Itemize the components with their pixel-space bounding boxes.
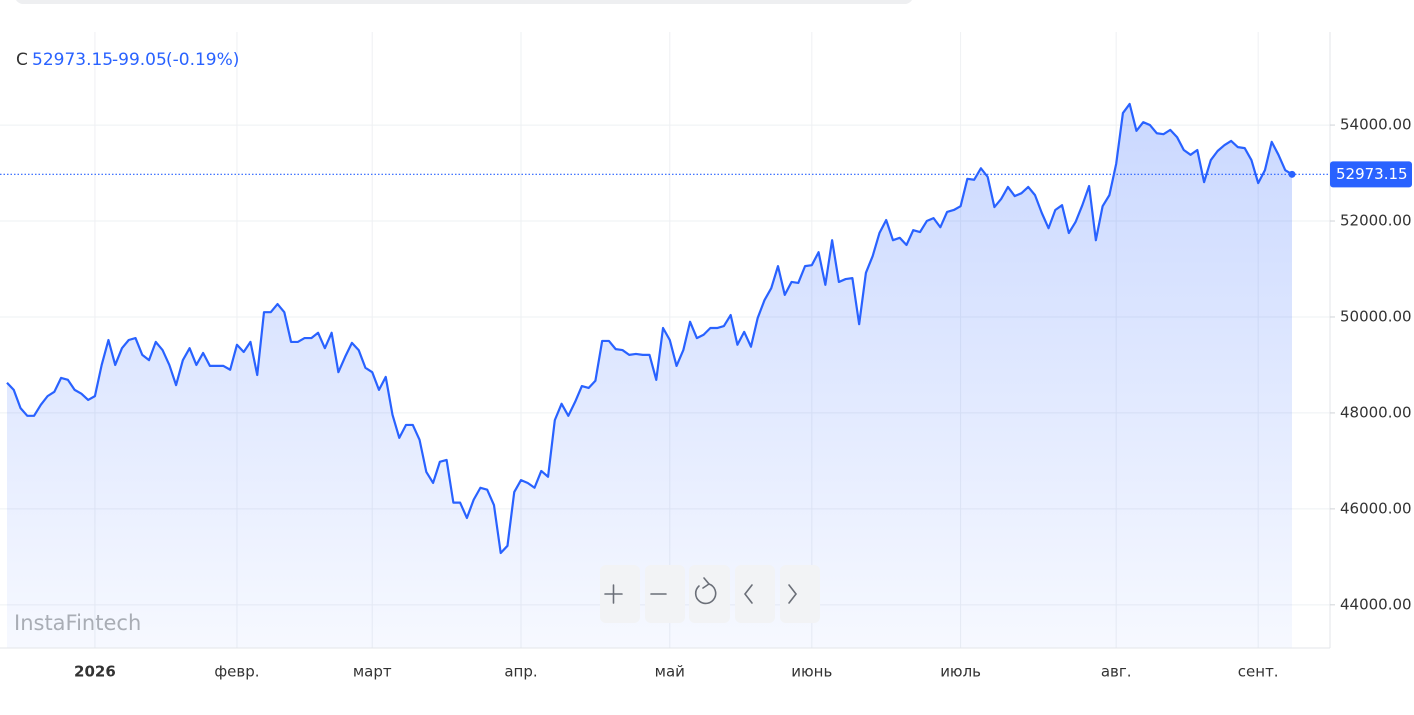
reset-button[interactable]	[689, 565, 730, 623]
x-tick-label: 2026	[74, 663, 116, 681]
y-tick-label: 50000.00	[1340, 307, 1412, 325]
change: -99.05	[112, 50, 167, 70]
price-line	[6, 102, 1293, 555]
x-tick-label: июнь	[791, 663, 832, 681]
change-pct: (-0.19%)	[166, 50, 239, 70]
y-tick-label: 52000.00	[1340, 212, 1412, 230]
x-tick-label: март	[353, 663, 392, 681]
x-tick-label: февр.	[214, 663, 259, 681]
x-tick-label: июль	[940, 663, 981, 681]
y-tick-label: 54000.00	[1340, 116, 1412, 134]
scroll-left-button[interactable]	[735, 565, 775, 623]
y-tick-label: 44000.00	[1340, 595, 1412, 613]
zoom-out-button[interactable]	[645, 565, 685, 623]
symbol: C	[16, 50, 28, 70]
x-tick-label: май	[655, 663, 685, 681]
last-price: 52973.15	[32, 50, 113, 70]
x-tick-label: апр.	[504, 663, 537, 681]
price-tag	[1330, 161, 1412, 188]
x-tick-label: сент.	[1238, 663, 1279, 681]
top-bar	[16, 0, 912, 4]
watermark: InstaFintech	[14, 611, 141, 635]
plot	[0, 102, 1330, 648]
y-tick-label: 46000.00	[1340, 499, 1412, 517]
price-tag-label: 52973.15	[1336, 165, 1408, 183]
y-tick-label: 48000.00	[1340, 403, 1412, 421]
scroll-right-button[interactable]	[780, 565, 820, 623]
zoom-in-button[interactable]	[600, 565, 640, 623]
x-tick-label: авг.	[1101, 663, 1132, 681]
last-point	[1288, 170, 1296, 178]
area	[7, 103, 1292, 648]
